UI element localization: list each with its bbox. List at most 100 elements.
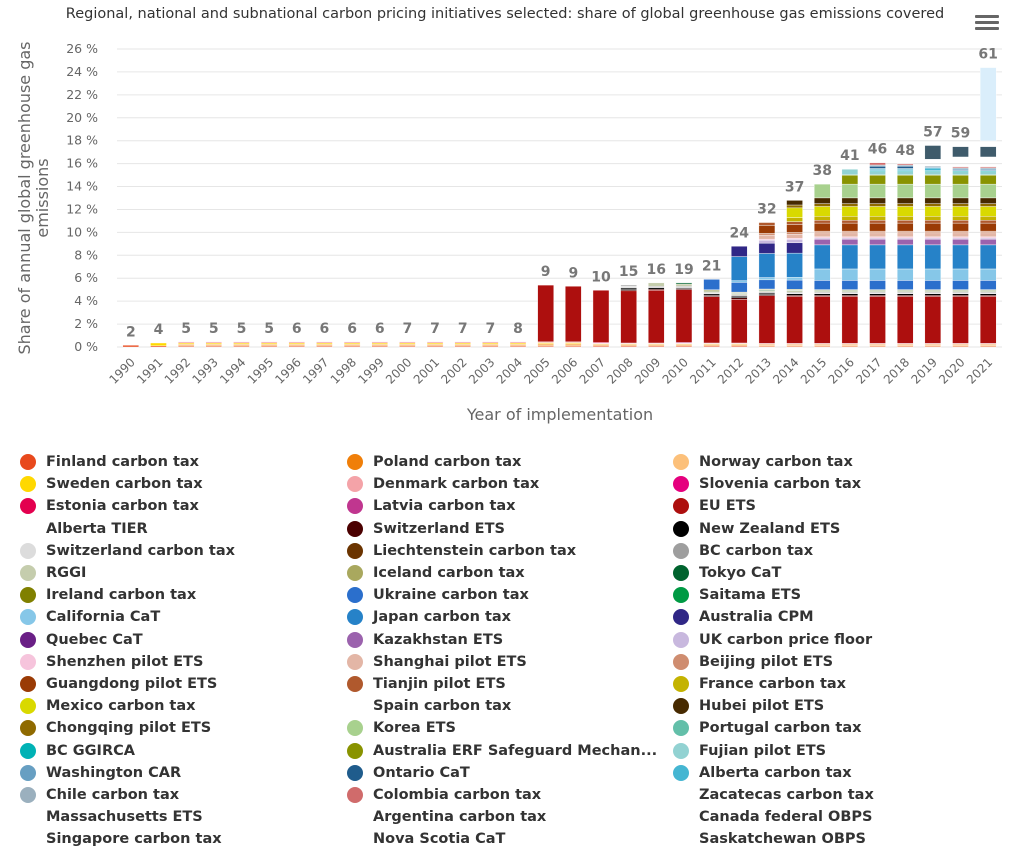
bar-segment[interactable]: EU ETS 2007 — [592, 290, 610, 343]
bar-segment[interactable]: Australia ERF Safeguard Mechanism 2019 — [924, 174, 942, 185]
bar-segment[interactable]: California CaT 2019 — [924, 268, 942, 281]
legend-item[interactable]: Poland carbon tax — [347, 451, 677, 473]
bar-segment[interactable]: France carbon tax 2020 — [952, 216, 969, 221]
legend-item[interactable]: Nova Scotia CaT — [347, 828, 677, 850]
bar-segment[interactable]: BC carbon tax 2008 — [620, 284, 637, 287]
bar-segment[interactable]: Guangdong pilot ETS 2015 — [814, 222, 831, 232]
legend-item[interactable]: Alberta carbon tax — [673, 762, 1003, 784]
legend-item[interactable]: Denmark carbon tax — [347, 473, 677, 495]
bar-segment[interactable]: Denmark carbon tax 1997 — [316, 341, 333, 344]
legend-item[interactable]: RGGI — [20, 562, 350, 584]
legend-item[interactable]: Singapore carbon tax — [20, 828, 350, 850]
bar-segment[interactable]: Kazakhstan ETS 2015 — [814, 238, 831, 246]
bar-segment[interactable]: Canada federal fuel charge 2021 — [979, 146, 997, 158]
bar-segment[interactable]: EU ETS 2012 — [731, 299, 748, 344]
bar-segment[interactable]: Guangdong pilot ETS 2020 — [952, 222, 969, 232]
bar-segment[interactable]: Guangdong pilot ETS 2021 — [979, 222, 997, 232]
bar-segment[interactable]: Japan carbon tax 2015 — [814, 244, 831, 270]
bar-segment[interactable]: Hubei pilot ETS 2015 — [814, 197, 831, 204]
bar-segment[interactable]: Canada federal fuel charge 2020 — [952, 146, 969, 158]
bar-segment[interactable]: Fujian pilot ETS 2016 — [841, 169, 859, 175]
bar-segment[interactable]: Ukraine carbon tax 2020 — [952, 280, 969, 290]
bar-segment[interactable]: Denmark carbon tax 1996 — [288, 341, 305, 344]
bar-segment[interactable]: Guangdong pilot ETS 2016 — [841, 222, 859, 232]
bar-segment[interactable]: Hubei pilot ETS 2020 — [952, 197, 969, 204]
bar-segment[interactable]: Beijing pilot ETS 2016 — [841, 230, 859, 234]
bar-segment[interactable]: Ukraine carbon tax 2018 — [896, 280, 914, 290]
legend-item[interactable]: Estonia carbon tax — [20, 495, 350, 517]
bar-segment[interactable]: EU ETS 2016 — [841, 296, 859, 344]
bar-segment[interactable]: Denmark carbon tax 2000 — [399, 341, 416, 344]
legend-item[interactable]: Saskatchewan OBPS — [673, 828, 1003, 850]
bar-segment[interactable]: Australia ERF Safeguard Mechanism 2021 — [979, 174, 997, 185]
bar-segment[interactable]: Kazakhstan ETS 2018 — [896, 238, 914, 246]
legend-item[interactable]: Canada federal OBPS — [673, 806, 1003, 828]
bar-segment[interactable]: Hubei pilot ETS 2019 — [924, 197, 942, 204]
bar-segment[interactable]: France carbon tax 2017 — [869, 216, 886, 221]
bar-segment[interactable]: Guangdong pilot ETS 2013 — [758, 225, 776, 234]
bar-segment[interactable]: Ukraine carbon tax 2012 — [731, 282, 748, 293]
legend-item[interactable]: Alberta TIER — [20, 518, 350, 540]
bar-segment[interactable]: France carbon tax 2014 — [786, 217, 803, 222]
bar-segment[interactable]: Ukraine carbon tax 2011 — [703, 279, 720, 290]
bar-segment[interactable]: Japan carbon tax 2013 — [758, 253, 776, 278]
bar-segment[interactable]: Korea ETS 2018 — [896, 183, 914, 199]
bar-segment[interactable]: Japan carbon tax 2016 — [841, 244, 859, 270]
bar-segment[interactable]: Shanghai pilot ETS 2015 — [814, 232, 831, 238]
legend-item[interactable]: Hubei pilot ETS — [673, 695, 1003, 717]
bar-segment[interactable]: Tianjin pilot ETS 2016 — [841, 220, 859, 224]
legend-item[interactable]: Norway carbon tax — [673, 451, 1003, 473]
bar-segment[interactable]: Mexico carbon tax 2014 — [786, 207, 803, 218]
legend-item[interactable]: Slovenia carbon tax — [673, 473, 1003, 495]
bar-segment[interactable]: Denmark carbon tax 1998 — [343, 341, 361, 344]
bar-segment[interactable]: Korea ETS 2019 — [924, 183, 942, 199]
bar-segment[interactable]: Ukraine carbon tax 2013 — [758, 279, 776, 290]
bar-segment[interactable]: EU ETS 2018 — [896, 296, 914, 344]
bar-segment[interactable]: Switzerland ETS 2012 — [731, 297, 748, 300]
bar-segment[interactable]: Mexico carbon tax 2015 — [814, 206, 831, 217]
bar-segment[interactable]: Hubei pilot ETS 2014 — [786, 200, 803, 206]
legend-item[interactable]: Finland carbon tax — [20, 451, 350, 473]
bar-segment[interactable]: Japan carbon tax 2014 — [786, 252, 803, 278]
bar-segment[interactable]: Ontario CaT 2017 — [869, 165, 886, 169]
bar-segment[interactable]: Beijing pilot ETS 2019 — [924, 230, 942, 234]
legend-item[interactable]: Spain carbon tax — [347, 695, 677, 717]
legend-item[interactable]: BC carbon tax — [673, 540, 1003, 562]
legend-item[interactable]: Argentina carbon tax — [347, 806, 677, 828]
bar-segment[interactable]: Chongqing pilot ETS 2016 — [841, 203, 859, 207]
bar-segment[interactable]: France carbon tax 2018 — [896, 216, 914, 221]
bar-segment[interactable]: Ukraine carbon tax 2014 — [786, 279, 803, 290]
bar-segment[interactable]: France carbon tax 2016 — [841, 216, 859, 221]
legend-item[interactable]: Switzerland carbon tax — [20, 540, 350, 562]
bar-segment[interactable]: Shanghai pilot ETS 2013 — [758, 234, 776, 240]
bar-segment[interactable]: Ontario CaT 2018 — [896, 165, 914, 169]
legend-item[interactable]: Kazakhstan ETS — [347, 629, 677, 651]
bar-segment[interactable]: Sweden carbon tax 1991 — [150, 342, 167, 347]
bar-segment[interactable]: Washington CAR 2021 — [979, 168, 997, 171]
bar-segment[interactable]: Japan carbon tax 2020 — [952, 244, 969, 270]
bar-segment[interactable]: Denmark carbon tax 1999 — [371, 341, 388, 344]
legend-item[interactable]: Ontario CaT — [347, 762, 677, 784]
bar-segment[interactable]: Tokyo CaT 2010 — [675, 282, 693, 285]
bar-segment[interactable]: EU ETS 2009 — [648, 290, 665, 344]
bar-segment[interactable]: Beijing pilot ETS 2021 — [979, 230, 997, 234]
bar-segment[interactable]: Alberta carbon tax 2019 — [924, 167, 942, 171]
bar-segment[interactable]: Mexico carbon tax 2017 — [869, 206, 886, 217]
bar-segment[interactable]: Guangdong pilot ETS 2019 — [924, 222, 942, 232]
bar-segment[interactable]: Chile carbon tax 2019 — [924, 165, 942, 168]
legend-item[interactable]: Chongqing pilot ETS — [20, 717, 350, 739]
bar-segment[interactable]: Ukraine carbon tax 2019 — [924, 280, 942, 290]
bar-segment[interactable]: California CaT 2021 — [979, 268, 997, 281]
hamburger-menu-icon[interactable] — [975, 12, 999, 34]
bar-segment[interactable]: Korea ETS 2021 — [979, 183, 997, 199]
bar-segment[interactable]: Finland carbon tax 1990 — [122, 345, 140, 348]
bar-segment[interactable]: California CaT 2017 — [869, 268, 886, 281]
legend-item[interactable]: Shanghai pilot ETS — [347, 651, 677, 673]
legend-item[interactable]: Zacatecas carbon tax — [673, 784, 1003, 806]
bar-segment[interactable]: Shanghai pilot ETS 2020 — [952, 232, 969, 238]
legend-item[interactable]: Australia ERF Safeguard Mechan... — [347, 739, 677, 761]
bar-segment[interactable]: Mexico carbon tax 2020 — [952, 206, 969, 217]
bar-segment[interactable]: Guangdong pilot ETS 2018 — [896, 222, 914, 232]
bar-segment[interactable]: UK carbon price floor 2013 — [758, 240, 776, 244]
legend-item[interactable]: Australia CPM — [673, 606, 1003, 628]
